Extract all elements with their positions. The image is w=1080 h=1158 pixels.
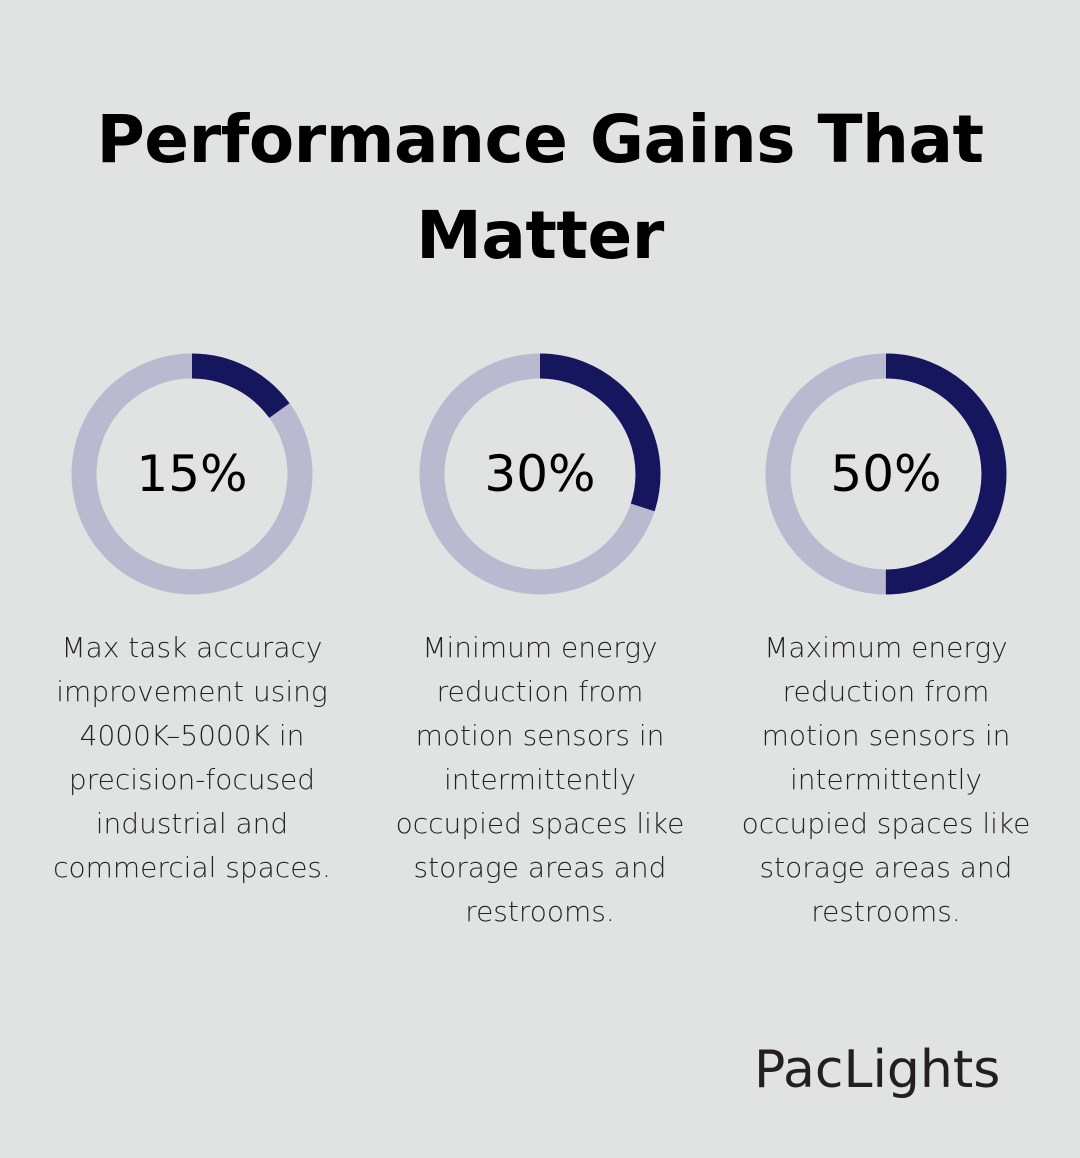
stat-description: Max task accuracy improvement using 4000… — [53, 631, 331, 884]
donut-ring — [71, 353, 313, 595]
stat-card-2: 30% Minimum energy reduction from motion… — [390, 352, 690, 934]
page-title: Performance Gains That Matter — [96, 101, 984, 274]
donut-chart: 15% — [70, 352, 314, 596]
donut-chart: 50% — [764, 352, 1008, 596]
stat-card-3: 50% Maximum energy reduction from motion… — [736, 352, 1036, 934]
stat-value: 30% — [484, 445, 596, 503]
stat-value: 15% — [136, 445, 248, 503]
donut-ring — [419, 353, 661, 595]
stat-value: 50% — [830, 445, 942, 503]
donut-chart: 30% — [418, 352, 662, 596]
stat-description: Maximum energy reduction from motion sen… — [741, 631, 1031, 928]
stat-card-1: 15% Max task accuracy improvement using … — [42, 352, 342, 890]
donut-ring — [765, 353, 1007, 595]
stat-description: Minimum energy reduction from motion sen… — [395, 631, 685, 928]
paclights-logo: PacLights — [754, 1040, 1001, 1100]
